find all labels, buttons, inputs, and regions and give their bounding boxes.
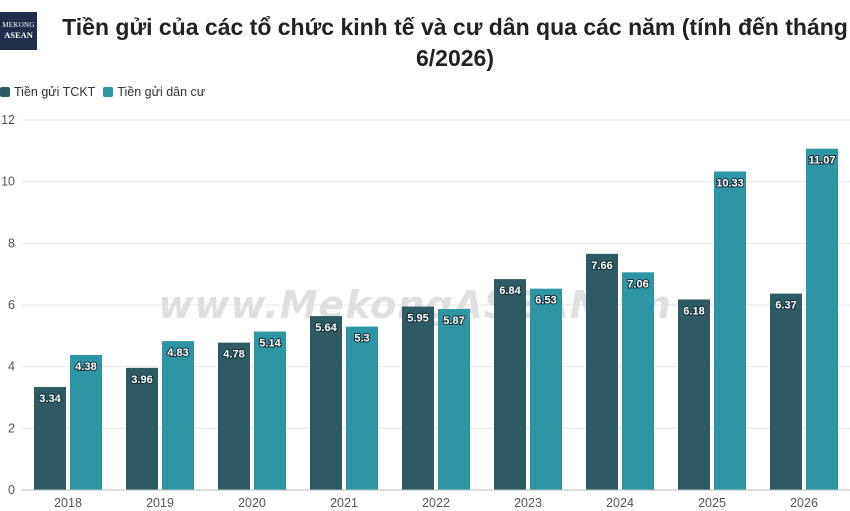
- data-label: 5.64: [315, 322, 337, 334]
- x-tick-label: 2022: [422, 496, 450, 510]
- bar: [622, 272, 654, 490]
- bar: [70, 354, 102, 490]
- legend-label-dancu: Tiền gửi dân cư: [117, 85, 206, 99]
- x-tick-label: 2024: [606, 496, 634, 510]
- bar: [494, 279, 526, 490]
- x-tick-label: 2023: [514, 496, 542, 510]
- bar: [770, 293, 802, 490]
- bar: [218, 342, 250, 490]
- bar: [254, 331, 286, 490]
- data-label: 5.95: [407, 313, 428, 325]
- y-tick-label: 4: [8, 360, 15, 374]
- legend-item-tckt[interactable]: Tiền gửi TCKT: [0, 85, 95, 99]
- legend-swatch-tckt: [0, 87, 10, 97]
- legend-label-tckt: Tiền gửi TCKT: [14, 85, 96, 99]
- x-tick-label: 2019: [146, 496, 174, 510]
- x-tick-label: 2021: [330, 496, 358, 510]
- bar: [806, 148, 838, 491]
- y-tick-label: 6: [8, 298, 15, 312]
- bar: [530, 288, 562, 490]
- chart-legend: Tiền gửi TCKT Tiền gửi dân cư: [0, 85, 213, 99]
- data-label: 6.18: [683, 305, 704, 317]
- data-label: 7.66: [591, 260, 612, 272]
- y-tick-label: 8: [8, 236, 15, 250]
- x-tick-label: 2018: [54, 496, 82, 510]
- mekongasean-logo: MEKONG ASEAN: [0, 12, 37, 50]
- data-label: 4.78: [223, 349, 244, 361]
- bar: [126, 367, 158, 490]
- bar: [34, 387, 66, 490]
- bar: [438, 309, 470, 490]
- logo-line-1: MEKONG: [2, 21, 35, 30]
- bar: [678, 299, 710, 490]
- data-label: 7.06: [627, 278, 648, 290]
- bar: [586, 253, 618, 490]
- bar: [714, 171, 746, 490]
- y-tick-label: 12: [1, 113, 15, 127]
- logo-line-2: ASEAN: [4, 30, 33, 41]
- data-label: 11.07: [809, 155, 836, 167]
- bar: [162, 341, 194, 490]
- y-tick-label: 10: [1, 175, 15, 189]
- data-label: 3.96: [131, 374, 152, 386]
- data-label: 5.3: [354, 333, 369, 345]
- y-tick-label: 2: [8, 421, 15, 435]
- legend-item-dancu[interactable]: Tiền gửi dân cư: [103, 85, 205, 99]
- bar: [346, 326, 378, 490]
- data-label: 5.87: [443, 315, 464, 327]
- x-tick-label: 2026: [790, 496, 818, 510]
- legend-swatch-dancu: [103, 87, 114, 97]
- data-label: 4.83: [167, 347, 188, 359]
- data-label: 6.37: [775, 300, 796, 312]
- x-tick-label: 2025: [698, 496, 726, 510]
- bar: [402, 306, 434, 490]
- bar: [310, 316, 342, 490]
- data-label: 4.38: [75, 361, 96, 373]
- data-label: 3.34: [39, 393, 61, 405]
- y-tick-label: 0: [8, 483, 15, 497]
- data-label: 6.84: [499, 285, 521, 297]
- x-tick-label: 2020: [238, 496, 266, 510]
- chart-title: Tiền gửi của các tổ chức kinh tế và cư d…: [62, 14, 848, 71]
- data-label: 10.33: [716, 177, 744, 189]
- data-label: 6.53: [535, 295, 556, 307]
- data-label: 5.14: [259, 338, 281, 350]
